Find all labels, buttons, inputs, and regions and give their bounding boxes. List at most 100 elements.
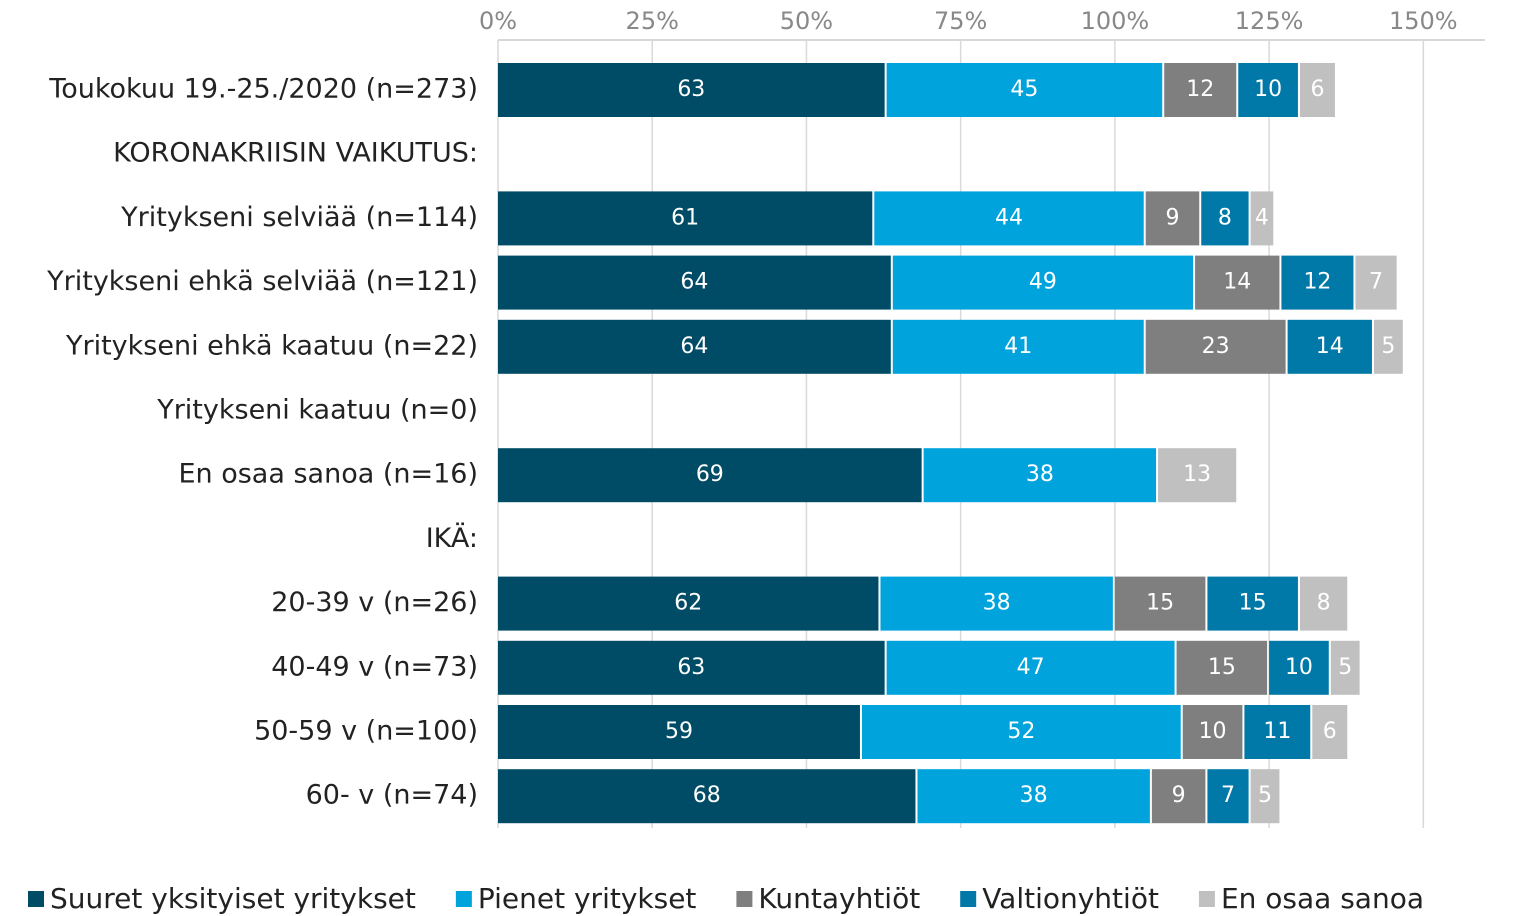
data-label: 15 — [1239, 591, 1267, 616]
bar-segment — [498, 769, 916, 824]
bar-segment — [1176, 640, 1268, 695]
data-label: 61 — [671, 205, 699, 230]
data-label: 15 — [1208, 655, 1236, 680]
x-tick-label: 100% — [1081, 7, 1150, 35]
data-label: 49 — [1029, 270, 1057, 295]
legend-swatch — [455, 891, 472, 907]
bar-segment — [1164, 63, 1237, 117]
category-label: En osaa sanoa (n=16) — [178, 459, 478, 490]
bar-segment — [1145, 191, 1200, 246]
data-label: 8 — [1218, 205, 1232, 230]
data-label: 38 — [983, 591, 1011, 616]
data-label: 10 — [1199, 719, 1227, 744]
bar-segment — [498, 705, 860, 759]
bar-segment — [923, 448, 1157, 503]
data-label: 5 — [1258, 783, 1272, 808]
bar-segment — [1195, 255, 1280, 310]
data-label: 44 — [995, 205, 1023, 230]
bar-segment — [1299, 63, 1335, 117]
bar-segment — [498, 255, 891, 310]
bar-segment — [1287, 319, 1372, 374]
data-label: 63 — [677, 655, 705, 680]
bar-segment — [498, 319, 891, 374]
x-tick-label: 125% — [1235, 7, 1304, 35]
bar-segment — [1250, 191, 1274, 246]
data-label: 38 — [1026, 462, 1054, 487]
x-tick-label: 0% — [479, 7, 517, 35]
x-tick-label: 25% — [626, 7, 679, 35]
data-label: 68 — [693, 783, 721, 808]
bar-segment — [861, 705, 1181, 759]
bar-segment — [1244, 705, 1311, 759]
bar-segment — [1373, 319, 1403, 374]
category-label: 40-49 v (n=73) — [271, 651, 478, 682]
bar-segment — [1299, 576, 1348, 631]
data-label: 63 — [677, 77, 705, 102]
bar-segment — [1158, 448, 1237, 503]
category-label: Toukokuu 19.-25./2020 (n=273) — [48, 74, 478, 105]
bar-segment — [874, 191, 1144, 246]
data-label: 47 — [1017, 655, 1045, 680]
category-label: Yritykseni ehkä selviää (n=121) — [46, 266, 478, 297]
category-label: Yritykseni kaatuu (n=0) — [156, 395, 478, 426]
bar-segment — [1312, 705, 1348, 759]
bar-segment — [1207, 576, 1298, 631]
data-label: 4 — [1255, 205, 1269, 230]
data-label: 7 — [1369, 270, 1383, 295]
x-tick-label: 50% — [780, 7, 833, 35]
x-tick-label: 150% — [1389, 7, 1458, 35]
legend-label: Suuret yksityiset yritykset — [50, 882, 416, 915]
bar-segment — [1201, 191, 1249, 246]
data-label: 23 — [1202, 334, 1230, 359]
data-label: 12 — [1186, 77, 1214, 102]
legend-label: Kuntayhtiöt — [758, 882, 920, 915]
data-label: 11 — [1263, 719, 1291, 744]
data-label: 10 — [1285, 655, 1313, 680]
data-label: 52 — [1007, 719, 1035, 744]
bar-segment — [1114, 576, 1206, 631]
legend-swatch — [960, 891, 977, 907]
category-label: Yritykseni selviää (n=114) — [120, 202, 478, 233]
bar-segment — [1145, 319, 1286, 374]
bar-segment — [917, 769, 1150, 824]
data-label: 64 — [680, 270, 708, 295]
category-label: 20-39 v (n=26) — [271, 587, 478, 618]
bar-segment — [498, 576, 879, 631]
data-label: 9 — [1172, 783, 1186, 808]
bar-segment — [1151, 769, 1206, 824]
data-label: 7 — [1221, 783, 1235, 808]
data-label: 12 — [1303, 270, 1331, 295]
bar-segment — [880, 576, 1113, 631]
legend-swatch — [736, 891, 753, 907]
bar-segment — [498, 448, 922, 503]
data-label: 9 — [1165, 205, 1179, 230]
bar-segment — [892, 255, 1194, 310]
data-label: 5 — [1338, 655, 1352, 680]
data-label: 45 — [1010, 77, 1038, 102]
data-label: 6 — [1323, 719, 1337, 744]
bar-segment — [892, 319, 1144, 374]
data-label: 69 — [696, 462, 724, 487]
legend-swatch — [28, 891, 44, 907]
data-label: 59 — [665, 719, 693, 744]
bar-segment — [1355, 255, 1397, 310]
data-label: 38 — [1020, 783, 1048, 808]
data-label: 10 — [1254, 77, 1282, 102]
bar-segment — [1281, 255, 1354, 310]
legend-label: En osaa sanoa — [1221, 882, 1424, 915]
data-label: 62 — [674, 591, 702, 616]
bar-segment — [1250, 769, 1280, 824]
bar-segment — [498, 63, 885, 117]
data-label: 64 — [680, 334, 708, 359]
bar-segment — [1269, 640, 1329, 695]
data-label: 13 — [1183, 462, 1211, 487]
bar-segment — [886, 640, 1175, 695]
data-label: 15 — [1146, 591, 1174, 616]
category-label: 50-59 v (n=100) — [254, 716, 478, 747]
bar-segment — [886, 63, 1163, 117]
legend-label: Pienet yritykset — [478, 882, 697, 915]
data-label: 41 — [1004, 334, 1032, 359]
legend-swatch — [1198, 891, 1215, 907]
bar-segment — [1330, 640, 1360, 695]
